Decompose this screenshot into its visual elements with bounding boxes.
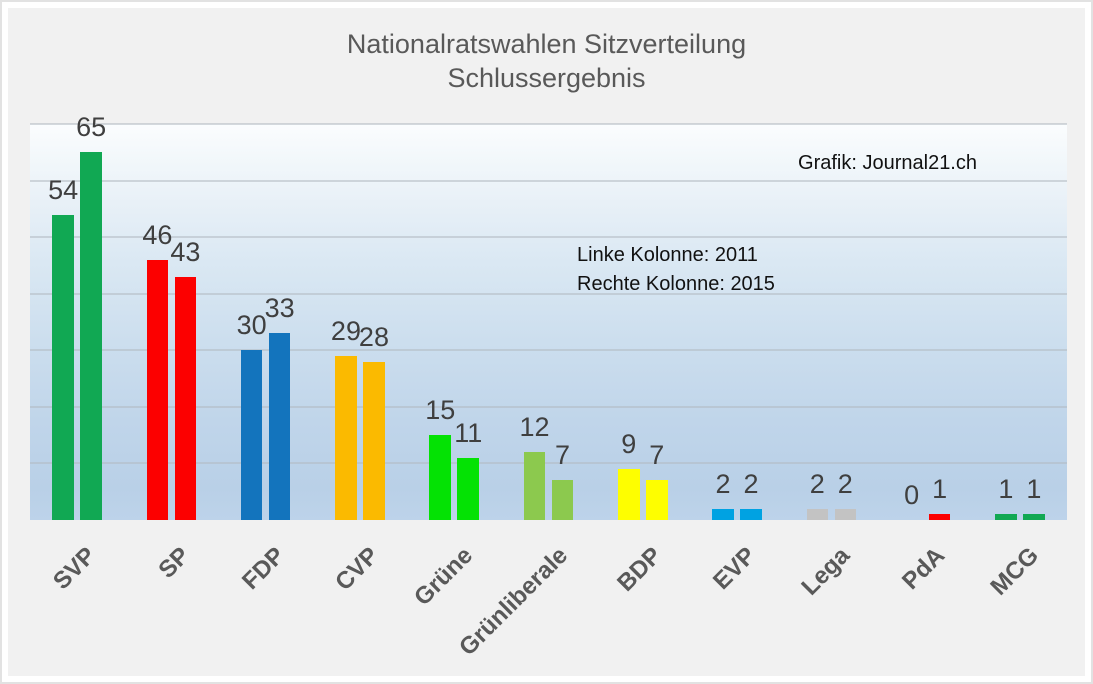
- value-label-EVP-2011: 2: [715, 468, 731, 499]
- value-label-Grüne-2011: 15: [425, 395, 456, 426]
- value-label-MCG-2015: 1: [1026, 474, 1042, 505]
- credit-text: Grafik: Journal21.ch: [798, 152, 977, 174]
- bar-FDP-2015: [268, 333, 291, 520]
- bar-SP-2015: [174, 276, 197, 520]
- value-label-SVP-2015: 65: [76, 112, 107, 143]
- value-label-BDP-2011: 9: [621, 429, 637, 460]
- gridline-30: [30, 349, 1067, 352]
- value-label-MCG-2011: 1: [998, 474, 1014, 505]
- gridline-40: [30, 292, 1067, 295]
- value-label-PdA-2015: 1: [932, 474, 948, 505]
- gridline-60: [30, 179, 1067, 182]
- bar-CVP-2015: [363, 361, 385, 520]
- value-label-BDP-2015: 7: [649, 440, 665, 471]
- bar-Grünliberale-2011: [523, 452, 546, 520]
- gridline-10: [30, 462, 1067, 465]
- bar-MCG-2015: [1023, 514, 1045, 520]
- value-label-FDP-2015: 33: [264, 293, 295, 324]
- bar-MCG-2011: [995, 514, 1017, 520]
- bar-EVP-2015: [740, 508, 762, 520]
- bar-Lega-2015: [834, 508, 857, 520]
- value-label-Lega-2011: 2: [809, 468, 825, 499]
- chart-title: Nationalratswahlen Sitzverteilung Schlus…: [2, 27, 1091, 95]
- value-label-SP-2011: 46: [142, 219, 173, 250]
- bar-EVP-2011: [712, 508, 734, 520]
- bar-CVP-2011: [335, 355, 357, 520]
- gridline-50: [30, 236, 1067, 239]
- bar-Grünliberale-2015: [551, 480, 574, 520]
- gridline-20: [30, 405, 1067, 408]
- bar-Lega-2011: [806, 508, 829, 520]
- value-label-FDP-2011: 30: [236, 310, 267, 341]
- value-label-SP-2015: 43: [170, 236, 201, 267]
- bar-SVP-2011: [52, 214, 74, 520]
- value-label-CVP-2011: 29: [330, 315, 361, 346]
- column-legend-right: Rechte Kolonne: 2015: [577, 273, 775, 295]
- plot-area: 54 65 46 43 30 33 29 28 15 11 12 7 9 7 2 2 2 2 0 1 1 1: [30, 112, 1067, 520]
- bar-Grüne-2015: [457, 457, 479, 520]
- value-label-Lega-2015: 2: [837, 468, 853, 499]
- column-legend-note: Linke Kolonne: 2011 Rechte Kolonne: 2015: [577, 241, 897, 299]
- bar-PdA-2015: [928, 514, 951, 520]
- bar-BDP-2015: [646, 480, 668, 520]
- bar-BDP-2011: [618, 469, 640, 520]
- chart-title-line1: Nationalratswahlen Sitzverteilung: [346, 29, 747, 59]
- column-legend-left: Linke Kolonne: 2011: [577, 244, 758, 266]
- value-label-SVP-2011: 54: [48, 174, 79, 205]
- chart-title-line2: Schlussergebnis: [447, 63, 646, 93]
- value-label-CVP-2015: 28: [358, 321, 389, 352]
- bar-SP-2011: [146, 259, 169, 520]
- value-label-Grüne-2015: 11: [454, 417, 483, 448]
- value-label-EVP-2015: 2: [743, 468, 759, 499]
- gridline-70: [30, 123, 1067, 125]
- value-label-PdA-2011: 0: [904, 480, 920, 510]
- value-label-Grünliberale-2011: 12: [519, 412, 550, 443]
- bar-Grüne-2011: [429, 435, 451, 520]
- value-label-Grünliberale-2015: 7: [554, 440, 571, 471]
- bar-SVP-2015: [80, 152, 102, 520]
- bar-FDP-2011: [240, 350, 263, 520]
